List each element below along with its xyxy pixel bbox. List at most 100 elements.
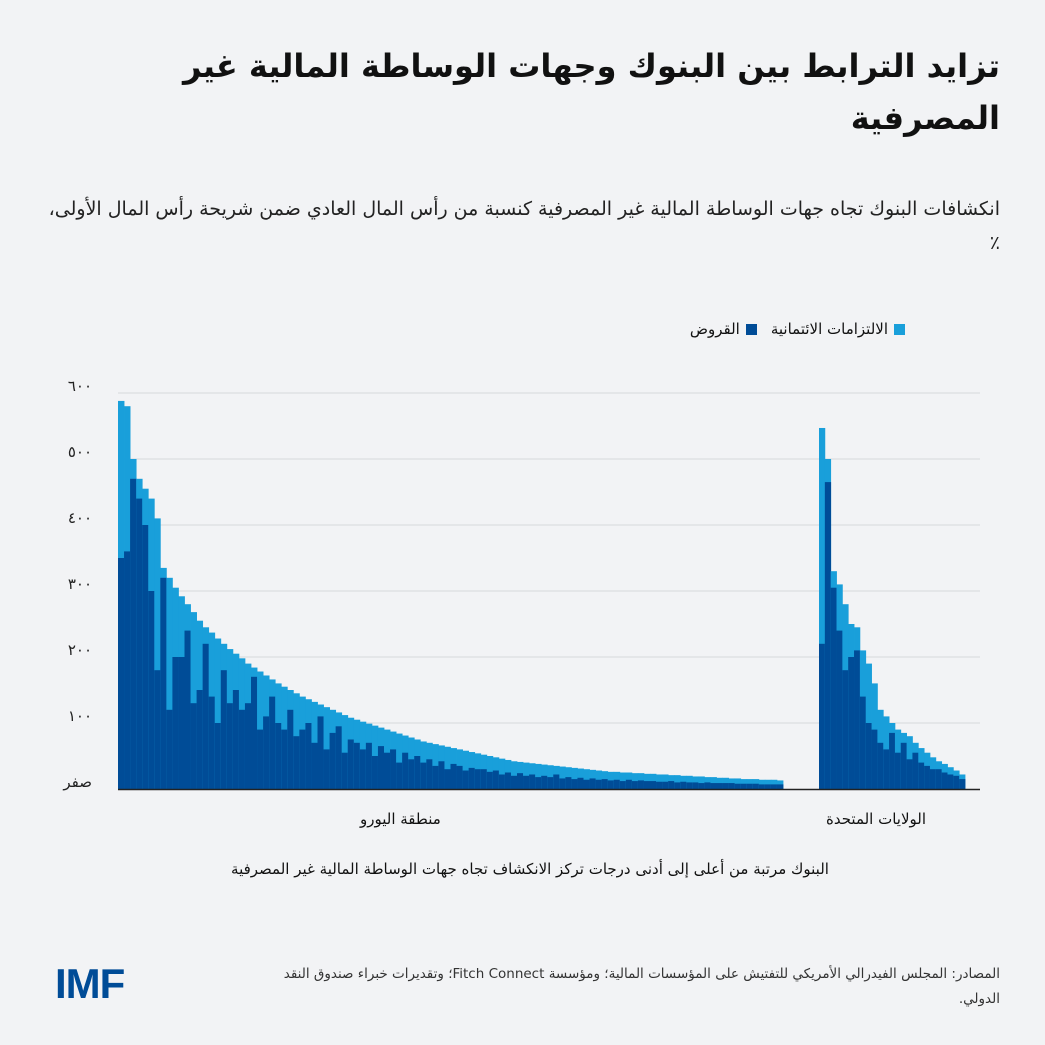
bar-credit-lines [396,733,403,789]
bar-loans [335,726,343,789]
bar-loans [589,778,596,789]
legend-swatch-credit-lines [894,323,905,335]
bar-loans [770,784,778,789]
bar-loans [758,784,766,789]
bar-loans [559,778,566,789]
bar-loans [830,587,837,789]
bar-credit-lines [154,518,161,789]
bar-credit-lines [214,638,222,789]
bar-loans [900,742,907,789]
bar-loans [918,762,925,789]
bar-loans [166,709,173,789]
bar-credit-lines [535,763,542,789]
bar-loans [190,703,197,789]
bar-loans [941,772,948,789]
bar-loans [480,769,488,789]
bar-loans [275,723,282,789]
bar-loans [854,650,861,789]
bar-loans [456,765,463,789]
bar-loans [226,703,234,789]
bar-loans [710,783,717,789]
bar-loans [662,781,669,789]
bar-loans [251,676,258,789]
bar-loans [160,577,167,789]
bar-loans [529,774,536,789]
bar-loans [347,739,355,789]
legend: الالتزامات الائتمانية القروض [690,320,905,338]
bar-loans [257,729,264,789]
imf-logo: IMF [55,960,125,1007]
bar-loans [752,783,760,789]
bar-loans [643,781,651,789]
bar-loans [650,781,657,789]
bar-loans [178,657,185,789]
bar-loans [371,756,379,789]
bar-loans [668,781,675,789]
legend-label-credit-lines: الالتزامات الائتمانية [770,320,888,338]
bar-loans [776,784,784,789]
bar-credit-lines [571,767,578,789]
bar-loans [238,709,246,789]
bar-loans [353,742,361,789]
bar-loans [311,742,318,789]
bar-credit-lines [166,577,173,789]
bar-credit-lines [734,778,742,789]
bar-loans [438,761,445,789]
bar-loans [287,709,294,789]
bar-loans [154,670,161,789]
y-tick-label: ٣٠٠ [68,575,92,593]
bar-loans [498,774,506,789]
bar-loans [842,670,849,789]
bar-loans [535,777,542,789]
bar-loans [118,558,125,789]
bar-loans [865,723,872,789]
bar-loans [601,779,609,789]
y-tick-label: ٤٠٠ [68,509,92,527]
bar-loans [953,775,960,789]
bar-loans [583,779,590,789]
bar-credit-lines [498,758,506,789]
bar-loans [595,779,603,789]
bar-loans [819,643,826,789]
bar-loans [384,752,391,789]
bar-loans [474,769,482,789]
bar-loans [836,630,843,789]
bar-loans [577,777,584,789]
bar-loans [377,746,385,789]
bar-loans [692,782,699,789]
category-label-eurozone: منطقة اليورو [360,810,441,828]
bar-loans [420,762,427,789]
bar-loans [281,729,288,789]
legend-item-credit-lines: الالتزامات الائتمانية [771,320,905,338]
bar-chart: صفر ١٠٠ ٢٠٠ ٣٠٠ ٤٠٠ ٥٠٠ ٦٠٠ [62,377,980,791]
bar-loans [929,769,937,789]
bar-loans [299,729,306,789]
bar-loans [607,780,615,789]
bar-loans [244,703,252,789]
bar-loans [523,775,530,789]
bar-loans [269,696,276,789]
bar-loans [740,783,748,789]
y-tick-label: ٦٠٠ [68,377,92,395]
bar-loans [142,525,149,789]
legend-item-loans: القروض [690,320,757,338]
bar-loans [305,723,312,789]
bar-loans [359,749,367,789]
bar-loans [450,763,457,789]
bar-loans [871,729,878,789]
bar-loans [734,783,742,789]
legend-label-loans: القروض [689,320,740,338]
bar-loans [202,643,210,789]
bar-loans [136,498,143,789]
y-tick-label: ١٠٠ [68,707,92,725]
bar-credit-lines [190,612,197,789]
bar-loans [263,716,270,789]
bar-loans [728,783,736,789]
y-tick-label: ٥٠٠ [68,443,92,461]
bar-loans [130,478,137,789]
bar-loans [462,770,470,789]
sources-note: المصادر: المجلس الفيدرالي الأمريكي للتفت… [283,966,1000,1007]
bar-loans [704,782,711,789]
bar-loans [571,779,578,789]
bar-loans [232,690,240,789]
